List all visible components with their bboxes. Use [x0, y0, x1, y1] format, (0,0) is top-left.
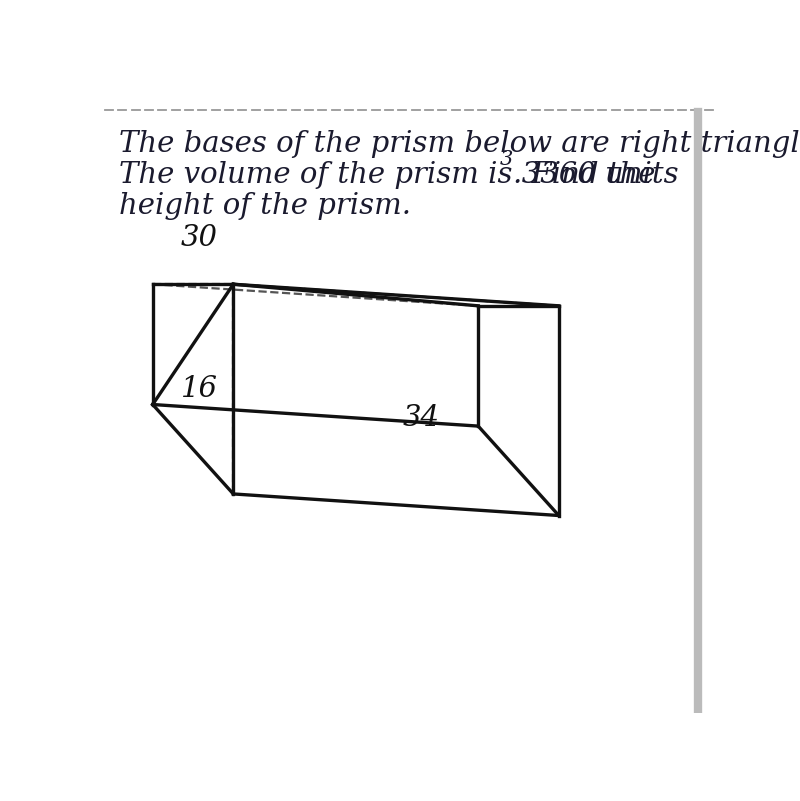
Text: 30: 30	[181, 224, 218, 252]
Text: 3: 3	[500, 150, 514, 169]
Text: The volume of the prism is 3360 units: The volume of the prism is 3360 units	[118, 161, 678, 189]
Text: 16: 16	[181, 375, 218, 403]
Text: 34: 34	[402, 405, 439, 433]
Text: height of the prism.: height of the prism.	[118, 191, 410, 219]
Text: . Find the: . Find the	[513, 161, 655, 189]
Text: The bases of the prism below are right triangles.: The bases of the prism below are right t…	[118, 130, 800, 158]
